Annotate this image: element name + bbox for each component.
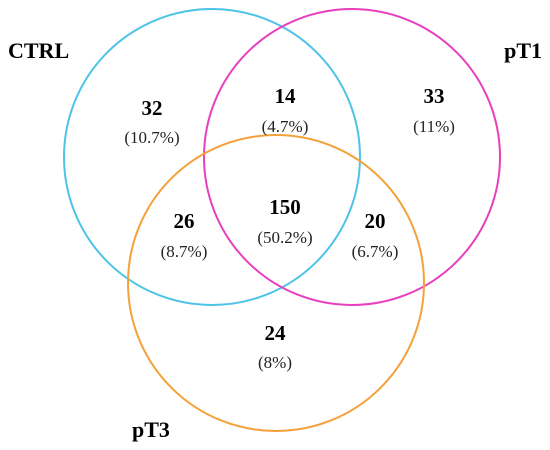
region-percent-ctrl-only: (10.7%) bbox=[124, 128, 179, 147]
region-percent-pt1-only: (11%) bbox=[413, 117, 455, 136]
region-percent-pt3-only: (8%) bbox=[258, 353, 292, 372]
region-count-pt1-pt3: 20 bbox=[365, 209, 386, 233]
region-count-pt1-only: 33 bbox=[424, 84, 445, 108]
region-count-ctrl-only: 32 bbox=[142, 96, 163, 120]
circle-pt1 bbox=[203, 8, 501, 306]
region-count-ctrl-pt1: 14 bbox=[275, 84, 297, 108]
circle-pt3 bbox=[127, 134, 425, 432]
set-label-pt1: pT1 bbox=[504, 38, 542, 63]
set-label-ctrl: CTRL bbox=[8, 38, 69, 63]
region-percent-all-three: (50.2%) bbox=[257, 228, 312, 247]
region-percent-pt1-pt3: (6.7%) bbox=[352, 242, 399, 261]
region-count-pt3-only: 24 bbox=[265, 321, 287, 345]
circle-ctrl bbox=[63, 8, 361, 306]
region-count-all-three: 150 bbox=[269, 195, 301, 219]
set-label-pt3: pT3 bbox=[132, 417, 170, 442]
region-percent-ctrl-pt1: (4.7%) bbox=[262, 117, 309, 136]
region-percent-ctrl-pt3: (8.7%) bbox=[161, 242, 208, 261]
region-count-ctrl-pt3: 26 bbox=[174, 209, 195, 233]
